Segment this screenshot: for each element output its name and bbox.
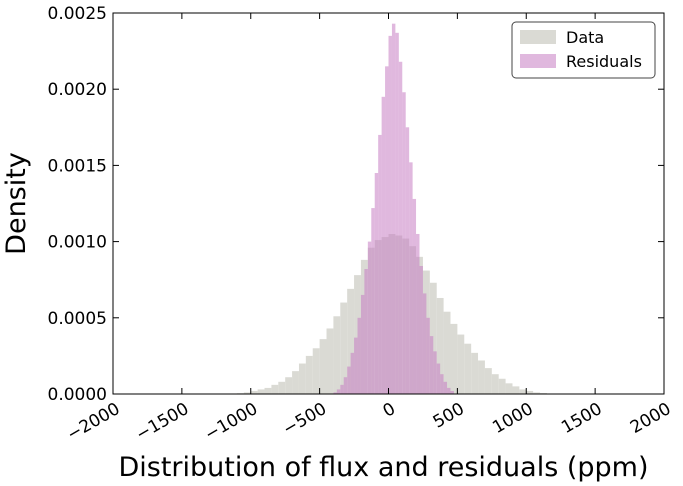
x-tick-label: −1500: [133, 399, 193, 445]
histogram-bar-residuals: [402, 92, 406, 395]
x-tick-label: −1000: [201, 399, 261, 445]
histogram-bar-data: [478, 360, 485, 394]
histogram-bar-data: [257, 389, 265, 394]
histogram-bar-residuals: [378, 134, 382, 395]
x-tick-label: 500: [430, 399, 468, 433]
x-tick-label: −500: [280, 399, 330, 440]
x-tick-label: 0: [380, 399, 399, 422]
histogram-bar-data: [533, 392, 541, 394]
histogram-bar-data: [298, 363, 306, 394]
histogram-bar-residuals: [436, 363, 441, 394]
y-tick-label: 0.0000: [48, 385, 107, 405]
bars-layer: [236, 23, 561, 395]
histogram-bar-residuals: [340, 384, 344, 394]
histogram-bar-residuals: [426, 317, 430, 394]
histogram-bar-data: [436, 297, 444, 394]
histogram-bar-residuals: [395, 32, 399, 394]
x-tick-label: 1500: [558, 399, 605, 438]
series-residuals: [333, 23, 454, 395]
histogram-bar-residuals: [391, 23, 396, 394]
histogram-bar-data: [271, 384, 279, 394]
histogram-bar-residuals: [447, 387, 451, 394]
histogram-bar-residuals: [357, 317, 361, 394]
histogram-bar-data: [471, 352, 479, 394]
histogram-bar-data: [505, 383, 513, 394]
x-tick-label: −2000: [64, 399, 124, 445]
histogram-bar-residuals: [412, 198, 417, 394]
histogram-bar-residuals: [388, 35, 392, 395]
legend: Data Residuals: [511, 21, 656, 79]
y-axis-label: Density: [1, 152, 32, 255]
histogram-bar-residuals: [343, 377, 348, 394]
histogram-bar-residuals: [371, 208, 375, 394]
histogram-bar-residuals: [350, 352, 355, 394]
histogram-bar-residuals: [347, 366, 351, 394]
histogram-bar-residuals: [405, 127, 410, 395]
histogram-bar-data: [498, 378, 506, 394]
x-tick-label: 2000: [627, 399, 674, 438]
histogram-bar-data: [305, 355, 313, 394]
histogram-bar-data: [319, 339, 327, 394]
histogram-bar-data: [443, 311, 451, 394]
histogram-bar-data: [333, 316, 341, 394]
histogram-bar-data: [347, 288, 355, 394]
x-axis-label: Distribution of flux and residuals (ppm): [118, 452, 648, 483]
histogram-bar-residuals: [367, 241, 372, 394]
histogram-bar-data: [340, 302, 348, 394]
histogram-bar-residuals: [364, 269, 368, 394]
histogram-bar-data: [250, 390, 258, 394]
x-tick-label: 1000: [489, 399, 536, 438]
y-tick-label: 0.0005: [48, 309, 107, 329]
histogram-bar-data: [326, 328, 334, 394]
histogram-bar-data: [457, 334, 465, 394]
legend-label-residuals: Residuals: [566, 52, 642, 71]
histogram-bar-data: [278, 381, 286, 394]
histogram-bar-data: [519, 389, 527, 394]
histogram-bar-residuals: [398, 61, 403, 394]
histogram-bar-residuals: [416, 233, 420, 394]
histogram-bar-data: [264, 387, 272, 394]
histogram-bar-data: [512, 386, 520, 394]
histogram-bar-residuals: [360, 294, 365, 394]
histogram-bar-residuals: [333, 392, 337, 394]
y-tick-label: 0.0015: [48, 156, 107, 176]
histogram-bar-residuals: [450, 390, 454, 394]
histogram-bar-data: [285, 377, 293, 394]
y-tick-label: 0.0010: [48, 233, 107, 253]
legend-swatch-residuals: [520, 54, 556, 68]
histogram-bar-residuals: [336, 389, 341, 394]
histogram-bar-residuals: [440, 374, 444, 394]
histogram-bar-data: [491, 374, 499, 394]
histogram-bar-data: [312, 348, 320, 394]
histogram-bar-data: [464, 343, 472, 394]
histogram-bar-residuals: [385, 66, 389, 394]
histogram-bar-residuals: [381, 96, 386, 394]
histogram-bar-residuals: [354, 337, 358, 394]
histogram-bar-residuals: [419, 265, 423, 394]
y-tick-label: 0.0020: [48, 80, 107, 100]
histogram-bar-residuals: [422, 293, 427, 394]
histogram-bar-data: [243, 392, 251, 394]
histogram-bar-residuals: [374, 173, 379, 394]
y-tick-label: 0.0025: [48, 4, 107, 24]
histogram-bar-data: [450, 323, 458, 394]
legend-swatch-data: [520, 30, 556, 44]
legend-label-data: Data: [566, 28, 604, 47]
histogram-bar-residuals: [443, 381, 448, 394]
histogram-bar-data: [484, 368, 492, 394]
histogram-bar-residuals: [409, 162, 413, 394]
histogram-bar-residuals: [429, 336, 434, 394]
histogram-bar-residuals: [433, 351, 437, 394]
histogram-bar-data: [292, 371, 299, 394]
histogram-bar-data: [526, 390, 534, 394]
